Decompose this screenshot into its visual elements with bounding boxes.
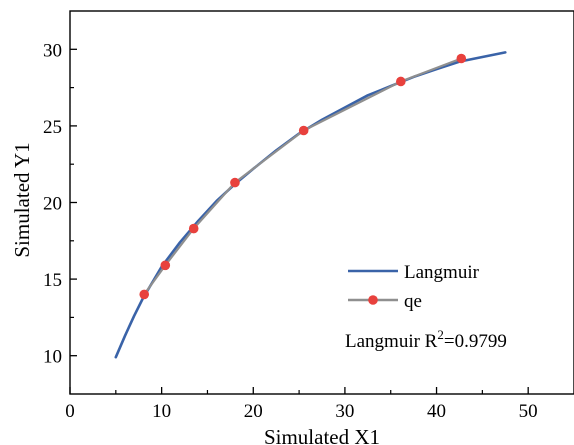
y-tick-label: 20 bbox=[43, 194, 62, 215]
axis-ticks bbox=[69, 48, 529, 394]
data-point-qe bbox=[188, 223, 199, 234]
y-tick-label: 30 bbox=[43, 40, 62, 61]
legend-qe-label: qe bbox=[404, 291, 422, 312]
y-tick-label: 25 bbox=[43, 117, 62, 138]
y-tick-label: 10 bbox=[43, 347, 62, 368]
x-axis-title: Simulated X1 bbox=[264, 425, 380, 445]
data-point-qe bbox=[230, 177, 240, 188]
data-point-qe bbox=[396, 76, 406, 87]
annotation-prefix: Langmuir R bbox=[345, 331, 438, 352]
legend: Langmuir qe bbox=[348, 262, 480, 312]
x-tick-label: 30 bbox=[335, 401, 354, 422]
data-point-qe bbox=[298, 125, 309, 136]
legend-qe-marker bbox=[368, 295, 378, 305]
x-tick-label: 0 bbox=[65, 401, 75, 422]
x-tick-label: 40 bbox=[427, 401, 446, 422]
y-axis-title: Simulated Y1 bbox=[10, 142, 34, 257]
data-point-qe bbox=[160, 260, 171, 271]
x-tick-label: 10 bbox=[152, 401, 171, 422]
series-line-qe bbox=[143, 57, 463, 296]
legend-langmuir-label: Langmuir bbox=[404, 262, 480, 283]
series-line-langmuir bbox=[114, 51, 507, 359]
data-point-qe bbox=[456, 53, 467, 64]
r-squared-annotation: Langmuir R2=0.9799 bbox=[345, 327, 507, 352]
annotation-suffix: =0.9799 bbox=[444, 331, 507, 352]
tick-labels: 0 10 20 30 40 50 10 15 20 25 30 bbox=[43, 40, 538, 422]
x-tick-label: 20 bbox=[244, 401, 263, 422]
annotation-superscript: 2 bbox=[437, 327, 444, 342]
series-layer bbox=[114, 51, 507, 359]
data-point-qe bbox=[139, 289, 150, 300]
x-tick-label: 50 bbox=[519, 401, 538, 422]
y-tick-label: 15 bbox=[43, 270, 62, 291]
